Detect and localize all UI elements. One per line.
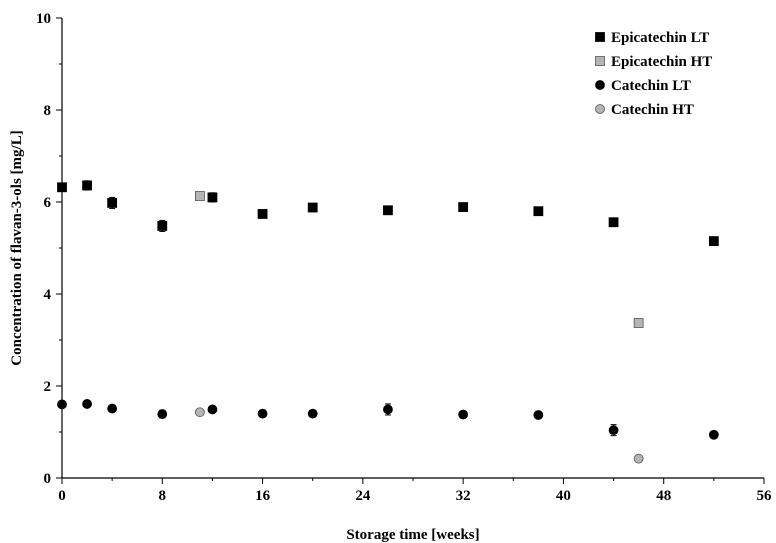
series-epicatechin-lt [57,180,719,247]
data-point-catechin-ht [633,453,644,464]
legend-marker-catechin-lt [595,80,605,90]
data-point-catechin-lt [157,409,168,419]
legend-label-catechin-lt: Catechin LT [611,78,691,94]
legend: Epicatechin LT Epicatechin HT Catechin LT C… [595,30,712,118]
data-point-catechin-lt [57,399,67,410]
data-point-epicatechin-lt [708,236,719,247]
data-point-epicatechin-ht [194,191,205,201]
data-point-epicatechin-ht [633,318,644,328]
data-point-epicatechin-lt [82,180,92,191]
series-catechin-ht [194,407,644,464]
data-point-epicatechin-lt [107,198,118,208]
y-tick-label: 8 [44,103,52,119]
data-point-catechin-lt [458,409,469,420]
series-epicatechin-ht [194,191,644,328]
data-marks [57,180,719,464]
y-tick-label: 2 [44,379,52,395]
y-tick-label: 0 [44,471,52,487]
y-tick-label: 4 [44,287,52,303]
x-tick-label: 48 [656,488,671,504]
data-point-catechin-lt [708,429,719,440]
y-tick-label: 6 [44,195,52,211]
x-tick-label: 0 [58,488,66,504]
x-tick-label: 32 [456,488,471,504]
legend-label-epicatechin-ht: Epicatechin HT [611,54,712,70]
x-tick-label: 8 [159,488,167,504]
series-catechin-lt [57,399,719,440]
y-tick-label: 10 [36,11,51,27]
x-tick-label: 16 [255,488,271,504]
x-tick-label: 40 [556,488,571,504]
legend-marker-catechin-ht [595,104,605,114]
data-point-epicatechin-lt [157,221,168,231]
data-point-catechin-lt [533,410,544,420]
legend-marker-epicatechin-lt [595,32,605,42]
data-point-catechin-lt [82,399,92,409]
data-point-epicatechin-lt [57,182,67,193]
data-point-catechin-lt [257,408,268,419]
x-tick-label: 56 [757,488,773,504]
data-point-catechin-lt [107,403,118,414]
data-point-epicatechin-lt [608,217,619,228]
y-axis-title: Concentration of flavan-3-ols [mg/L] [9,130,25,365]
data-point-epicatechin-lt [207,192,218,203]
data-point-epicatechin-lt [458,202,469,212]
legend-label-catechin-ht: Catechin HT [611,102,694,118]
data-point-catechin-lt [383,404,393,415]
data-point-epicatechin-lt [257,209,268,219]
data-point-catechin-lt [307,408,318,419]
data-point-catechin-lt [608,425,619,436]
legend-label-epicatechin-lt: Epicatechin LT [611,30,709,46]
data-point-epicatechin-lt [307,202,318,213]
x-tick-label: 24 [355,488,371,504]
data-point-epicatechin-lt [533,206,544,217]
x-axis-title: Storage time [weeks] [346,527,479,543]
legend-marker-epicatechin-ht [595,56,605,66]
data-point-epicatechin-lt [383,205,393,216]
data-point-catechin-lt [207,404,218,415]
data-point-catechin-ht [194,407,205,418]
